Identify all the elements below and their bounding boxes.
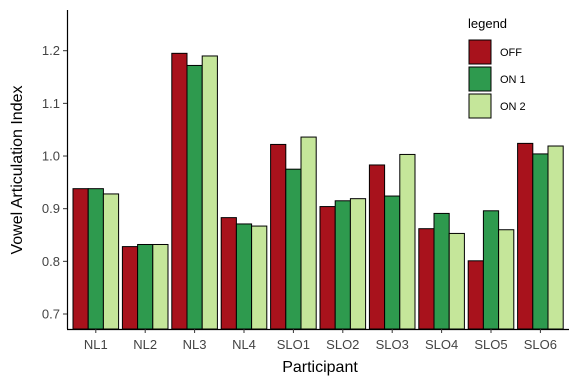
x-tick-label: NL2 [133,337,157,352]
bar-slo5-on1 [482,210,500,330]
bars-layer [72,52,564,330]
legend-swatch-off [468,39,492,65]
legend-label-off: OFF [500,47,522,59]
legend-label-on1: ON 1 [500,74,526,86]
legend: legend OFF ON 1 ON 2 [468,16,526,119]
bar-nl1-on1 [87,188,104,330]
legend-title: legend [468,16,507,31]
bar-slo4-on2 [448,232,465,330]
bar-slo4-on1 [433,212,450,330]
bar-slo1-on2 [300,136,317,330]
bar-slo3-off [368,164,386,330]
x-axis-title: Participant [282,359,358,376]
bar-slo3-on2 [399,153,416,330]
bar-nl4-on2 [251,225,268,330]
bar-slo2-on2 [349,198,367,330]
x-tick-label: SLO5 [474,337,507,352]
bar-slo1-on1 [285,168,302,330]
bar-slo4-off [418,228,435,330]
bar-nl3-on1 [186,64,203,330]
bar-nl2-off [121,246,139,330]
y-tick-label: 1.2 [42,43,60,58]
y-ticks-layer: 0.7 0.8 0.9 1.0 1.1 1.2 [42,43,67,322]
bar-nl1-off [72,188,89,330]
legend-swatch-on1 [468,66,492,92]
bar-slo6-on1 [532,153,549,330]
bar-nl2-on2 [152,243,169,330]
bar-nl2-on1 [137,243,154,330]
legend-label-on2: ON 2 [500,101,526,113]
x-tick-label: NL3 [183,337,207,352]
y-tick-label: 0.9 [42,201,60,216]
bar-slo6-on2 [547,145,564,330]
x-ticks-layer: NL1 NL2 NL3 NL4 SLO1 SLO2 SLO3 SLO4 SLO5 SLO6 [84,329,557,352]
x-tick-label: NL1 [84,337,108,352]
bar-nl3-on2 [201,55,218,330]
y-tick-label: 1.1 [42,96,60,111]
bar-slo2-on1 [334,200,351,330]
y-tick-label: 1.0 [42,149,60,164]
bar-slo5-on2 [498,229,515,330]
y-tick-label: 0.7 [42,307,60,322]
bar-slo2-off [319,206,336,330]
x-tick-label: NL4 [232,337,256,352]
bar-slo3-on1 [384,195,401,330]
y-axis-title: Vowel Articulation Index [9,86,26,255]
bar-nl4-on1 [235,223,253,330]
bar-slo6-off [517,142,534,330]
legend-swatch-on2 [468,93,492,119]
bar-slo1-off [270,143,287,330]
x-tick-label: SLO4 [425,337,458,352]
legend-items: OFF ON 1 ON 2 [468,39,526,119]
x-tick-label: SLO6 [524,337,557,352]
bar-nl1-on2 [102,193,120,330]
x-tick-label: SLO3 [376,337,409,352]
y-tick-label: 0.8 [42,254,60,269]
bar-nl4-off [220,217,237,330]
x-tick-label: SLO2 [326,337,359,352]
x-tick-label: SLO1 [277,337,310,352]
bar-slo5-off [467,260,484,330]
bar-nl3-off [171,52,188,330]
